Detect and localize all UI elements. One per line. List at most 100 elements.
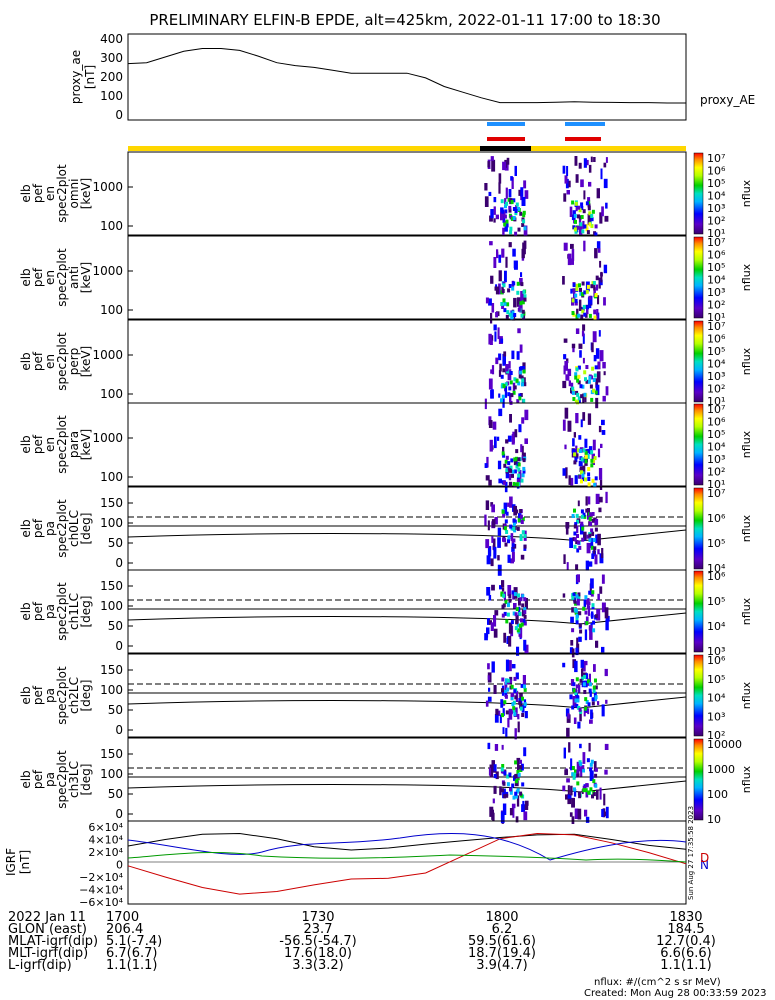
spec-cell	[518, 374, 522, 379]
spec-cell	[501, 305, 505, 309]
spec-cell	[504, 198, 507, 205]
spec-cell	[511, 473, 514, 478]
spec-cell	[585, 616, 589, 622]
spec-cell	[507, 461, 511, 466]
spec-cell	[524, 190, 529, 199]
spec-cell	[498, 478, 502, 484]
spec-cell	[484, 183, 488, 191]
spec-cell	[505, 455, 509, 460]
spec-cell	[507, 369, 512, 381]
spec-cell	[511, 177, 514, 189]
spec-cell	[601, 574, 605, 584]
spec-cell	[577, 595, 580, 606]
spec-cell	[520, 291, 524, 303]
spec-6-ylabel-6: [deg]	[79, 596, 93, 628]
spec-cell	[564, 175, 568, 184]
spec-cell	[490, 622, 494, 631]
spec-cell	[517, 764, 520, 771]
spec-cell	[584, 377, 587, 382]
spec-cell	[583, 660, 588, 666]
spec-cell	[595, 348, 600, 359]
spec-cell	[511, 310, 515, 315]
spec-cell	[581, 526, 585, 531]
spec-cell	[521, 309, 525, 314]
spec-cell	[504, 681, 508, 693]
spec-2-ylabel-4: spec2plot	[55, 248, 69, 307]
spec-cell	[490, 502, 494, 507]
spec-cell	[571, 772, 575, 777]
spec-cell	[505, 314, 509, 319]
spec-4-cbtick-1: 10⁷	[707, 403, 725, 416]
spec-4-colorbar	[693, 403, 704, 486]
spec-cell	[517, 518, 521, 523]
spec-cell	[512, 709, 516, 713]
spec-cell	[569, 812, 573, 817]
spec-cell	[575, 677, 579, 682]
spec-cell	[571, 607, 575, 613]
spec-cell	[505, 659, 510, 672]
spec-cell	[583, 514, 587, 519]
spec-cell	[484, 398, 487, 410]
spec-cell	[505, 367, 509, 372]
spec-cell	[523, 225, 528, 236]
spec-cell	[601, 206, 604, 217]
spec-cell	[494, 744, 499, 751]
spec-8-ylabel-2: pef	[31, 769, 45, 789]
spec-cell	[513, 603, 517, 609]
spec-4-ylabel-5: para	[67, 431, 81, 458]
spec-cell	[491, 389, 494, 399]
spec-cell	[576, 392, 580, 397]
spec-cell	[599, 586, 603, 594]
spec-cell	[573, 787, 576, 792]
spec-cell	[575, 540, 579, 545]
spec-cell	[515, 607, 519, 612]
spec-cell	[592, 620, 596, 625]
spec-6-cblabel: nflux	[740, 597, 753, 625]
spec-cell	[523, 534, 527, 538]
ae-ylabel-2: [nT]	[83, 65, 97, 89]
spec-cell	[591, 518, 595, 523]
spec-cell	[574, 219, 577, 224]
spec-cell	[497, 327, 500, 340]
spec-cell	[501, 289, 505, 293]
spec-cell	[595, 378, 599, 388]
spec-cell	[591, 603, 595, 608]
spec-cell	[487, 546, 492, 557]
spec-cell	[489, 767, 494, 778]
spec-cell	[514, 728, 517, 740]
spec-cell	[501, 451, 505, 456]
spec-2-cbtick-6: 10²	[707, 299, 725, 312]
spec-1-cbtick-7: 10¹	[707, 227, 725, 240]
spec-cell	[576, 613, 579, 618]
spec-cell	[571, 298, 575, 303]
spec-cell	[518, 189, 522, 196]
spec-cell	[594, 224, 598, 229]
spec-cell	[596, 309, 599, 320]
spec-cell	[597, 448, 601, 458]
spec-cell	[498, 408, 503, 417]
spec-cell	[597, 248, 601, 253]
spec-cell	[592, 439, 596, 451]
spec-cell	[577, 380, 581, 385]
spec-cell	[579, 384, 583, 389]
spec-cell	[590, 450, 594, 455]
spec-cell	[588, 688, 592, 693]
spec-cell	[499, 363, 502, 372]
spec-cell	[486, 627, 490, 635]
spec-cell	[520, 618, 523, 623]
spec-cell	[507, 197, 511, 202]
orbit-cell-r2-c2: -56.5(-54.7)	[279, 934, 356, 949]
spec-cell	[516, 646, 520, 656]
spec-cell	[591, 512, 595, 516]
spec-cell	[504, 678, 508, 683]
spec-cell	[589, 512, 593, 517]
spec-cell	[562, 165, 566, 174]
spec-3-cbtick-3: 10⁵	[707, 345, 725, 358]
spec-cell	[487, 663, 490, 670]
spec-cell	[583, 370, 587, 375]
spec-cell	[587, 790, 591, 795]
spec-cell	[519, 537, 523, 541]
spec-cell	[584, 450, 588, 455]
spec-cell	[594, 248, 598, 259]
spec-cell	[509, 371, 513, 375]
